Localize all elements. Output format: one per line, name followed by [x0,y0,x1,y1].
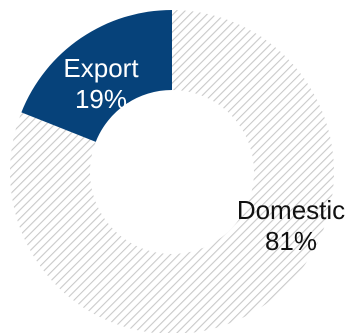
slice-label-domestic: Domestic [237,195,345,225]
slice-domestic [10,10,334,333]
slice-label-export: Export [63,53,139,83]
slices-group [10,10,334,333]
slice-percent-domestic: 81% [265,226,317,256]
slice-percent-export: 19% [75,84,127,114]
slice-export [21,10,173,142]
